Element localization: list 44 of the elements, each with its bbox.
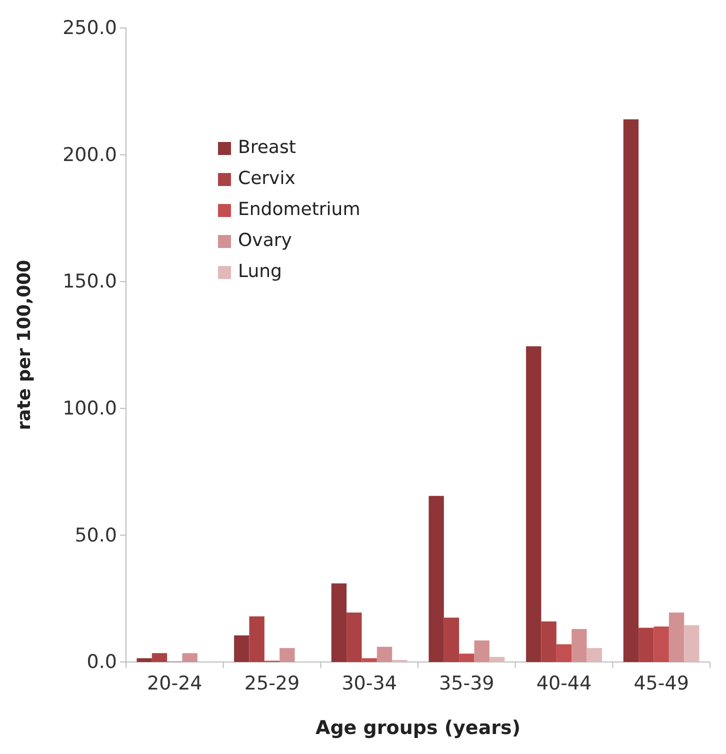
bar (182, 653, 198, 662)
bar (331, 583, 347, 662)
bar (638, 628, 654, 662)
x-tick-label: 45-49 (634, 672, 689, 695)
bar (346, 612, 362, 662)
bar (668, 612, 684, 662)
bar (362, 658, 377, 662)
bar (572, 629, 587, 662)
bar (234, 635, 250, 662)
y-tick-label: 150.0 (62, 270, 117, 293)
bar (654, 626, 669, 662)
y-axis-title: rate per 100,000 (14, 260, 35, 430)
bar (526, 346, 542, 662)
bar (280, 648, 295, 662)
y-tick-label: 200.0 (62, 144, 117, 166)
bar (541, 621, 556, 662)
legend-label: Breast (238, 137, 296, 158)
legend-label: Lung (238, 261, 282, 282)
bar (684, 625, 700, 662)
y-tick-label: 100.0 (62, 397, 117, 420)
x-tick-label: 20-24 (147, 672, 202, 695)
legend-label: Cervix (238, 168, 296, 189)
bar (489, 656, 505, 662)
legend-label: Ovary (238, 230, 292, 251)
x-tick-label: 30-34 (342, 672, 397, 695)
bar (152, 653, 168, 662)
legend-label: Endometrium (238, 199, 360, 220)
bar (459, 654, 474, 662)
bar (249, 616, 264, 662)
x-tick-label: 40-44 (536, 672, 592, 695)
x-axis-title: Age groups (years) (315, 717, 521, 739)
bar (556, 644, 572, 662)
bar (444, 618, 460, 662)
x-tick-label: 35-39 (439, 672, 494, 695)
x-tick-label: 25-29 (244, 672, 300, 695)
bar (586, 648, 602, 662)
bar (623, 119, 639, 662)
bar (376, 646, 392, 662)
bar (428, 496, 444, 662)
y-tick-label: 0.0 (86, 651, 117, 674)
bar (136, 658, 152, 662)
y-tick-label: 50.0 (74, 524, 117, 546)
y-tick-label: 250.0 (62, 17, 117, 40)
bar (474, 640, 490, 662)
